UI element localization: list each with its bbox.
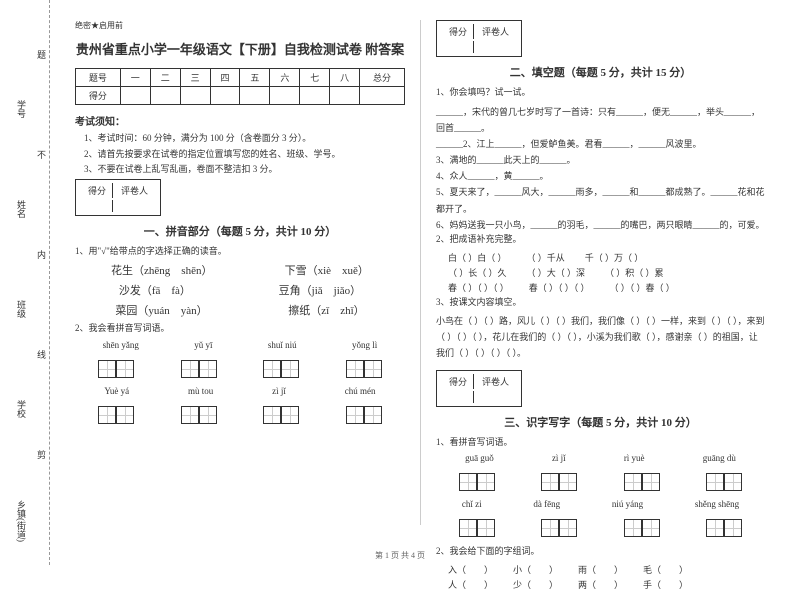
confidential-label: 绝密★启用前 — [75, 20, 405, 31]
pinyin-labels: chǐ zidà fēngniú yángshěng shēng — [436, 499, 765, 511]
section-title: 一、拼音部分（每题 5 分，共计 10 分） — [75, 223, 405, 239]
table-row: 题号一二三四五六七八总分 — [76, 69, 405, 87]
grader-box: 得分评卷人 — [436, 20, 522, 57]
char-row: 人（ ）少（ ）两（ ）手（ ） — [448, 578, 765, 591]
fill-line: 6、妈妈送我一只小鸟，______的羽毛，______的嘴巴，两只眼睛_____… — [436, 217, 765, 233]
idiom-row: 春（ ）（ ）（ ）春（ ）（ ）（ ）（ ）（ ）春（ ） — [448, 281, 765, 294]
question-text: 2、我会看拼音写词语。 — [75, 322, 405, 336]
tian-box — [624, 519, 660, 537]
grader-box: 得分评卷人 — [436, 370, 522, 407]
tian-box — [181, 406, 217, 424]
fill-line: 5、夏天来了，______风大，______雨多，______和______都成… — [436, 184, 765, 216]
question-text: 3、按课文内容填空。 — [436, 296, 765, 310]
fill-line: 小鸟在（ ）（ ）路，风儿（ ）（ ）我们，我们像（ ）（ ）一样，来到（ ）（… — [436, 313, 765, 362]
pinyin-labels: shēn yǎngyǔ yīshuǐ niúyǒng lì — [75, 340, 405, 352]
tian-box — [624, 473, 660, 491]
tian-grid-row — [75, 360, 405, 378]
exam-title: 贵州省重点小学一年级语文【下册】自我检测试卷 附答案 — [75, 39, 405, 58]
notice-item: 1、考试时间：60 分钟，满分为 100 分（含卷面分 3 分）。 — [75, 132, 405, 145]
page-content: 绝密★启用前 贵州省重点小学一年级语文【下册】自我检测试卷 附答案 题号一二三四… — [0, 0, 800, 545]
tian-box — [263, 406, 299, 424]
tian-box — [541, 519, 577, 537]
pinyin-labels: Yuè yámù touzì jǐchú mén — [75, 386, 405, 398]
margin-label: 学号 — [15, 100, 28, 118]
right-column: 得分评卷人 二、填空题（每题 5 分，共计 15 分） 1、你会填吗？试一试。 … — [420, 20, 780, 525]
tian-box — [263, 360, 299, 378]
margin-ti: 题 — [35, 50, 48, 59]
tian-box — [181, 360, 217, 378]
fill-line: 4、众人______，黄______。 — [436, 168, 765, 184]
tian-box — [541, 473, 577, 491]
tian-box — [346, 406, 382, 424]
score-table: 题号一二三四五六七八总分 得分 — [75, 68, 405, 105]
tian-box — [98, 406, 134, 424]
tian-grid-row — [436, 519, 765, 537]
word-row: 菜园（yuán yàn）擦纸（zǐ zhǐ） — [75, 302, 405, 318]
idiom-row: （ ）长（ ）久（ ）大（ ）深（ ）积（ ）累 — [448, 266, 765, 279]
margin-nei: 内 — [35, 250, 48, 259]
margin-label: 学校 — [15, 400, 28, 418]
margin-label: 乡镇(街道) — [15, 500, 28, 542]
question-text: 1、你会填吗？试一试。 — [436, 86, 765, 100]
fill-line: 3、满地的______此天上的______。 — [436, 152, 765, 168]
fill-line: ______，宋代的曾几七岁时写了一首诗：只有______，便无______，举… — [436, 104, 765, 136]
margin-label: 姓名 — [15, 200, 28, 218]
tian-box — [706, 519, 742, 537]
question-text: 1、看拼音写词语。 — [436, 436, 765, 450]
margin-label: 班级 — [15, 300, 28, 318]
left-column: 绝密★启用前 贵州省重点小学一年级语文【下册】自我检测试卷 附答案 题号一二三四… — [60, 20, 420, 525]
margin-cut: 剪 — [35, 450, 48, 459]
notice-item: 2、请首先按要求在试卷的指定位置填写您的姓名、班级、学号。 — [75, 148, 405, 161]
margin-bu: 不 — [35, 150, 48, 159]
word-row: 沙发（fā fà）豆角（jiǎ jiǎo） — [75, 282, 405, 298]
tian-box — [459, 473, 495, 491]
fill-line: ______2、江上______，但爱鲈鱼美。君看______，______风波… — [436, 136, 765, 152]
word-row: 花生（zhēng shēn）下雪（xiè xuě） — [75, 262, 405, 278]
table-row: 得分 — [76, 87, 405, 105]
tian-box — [459, 519, 495, 537]
tian-box — [706, 473, 742, 491]
tian-grid-row — [75, 406, 405, 424]
tian-box — [346, 360, 382, 378]
tian-grid-row — [436, 473, 765, 491]
idiom-row: 白（ ）白（ ）（ ）千从千（ ）万（ ） — [448, 251, 765, 264]
section-title: 三、识字写字（每题 5 分，共计 10 分） — [436, 414, 765, 430]
margin-line: 线 — [35, 350, 48, 359]
notice-item: 3、不要在试卷上乱写乱画，卷面不整洁扣 3 分。 — [75, 163, 405, 176]
grader-box: 得分评卷人 — [75, 179, 161, 216]
pinyin-labels: guā guǒzì jǐrì yuèguāng dù — [436, 453, 765, 465]
tian-box — [98, 360, 134, 378]
binding-margin: 乡镇(街道) 学校 班级 姓名 学号 剪 线 内 不 题 — [0, 0, 50, 565]
question-text: 2、把成语补充完整。 — [436, 233, 765, 247]
section-title: 二、填空题（每题 5 分，共计 15 分） — [436, 64, 765, 80]
page-footer: 第 1 页 共 4 页 — [0, 550, 800, 561]
notice-title: 考试须知： — [75, 113, 405, 128]
question-text: 1、用"√"给带点的字选择正确的读音。 — [75, 245, 405, 259]
